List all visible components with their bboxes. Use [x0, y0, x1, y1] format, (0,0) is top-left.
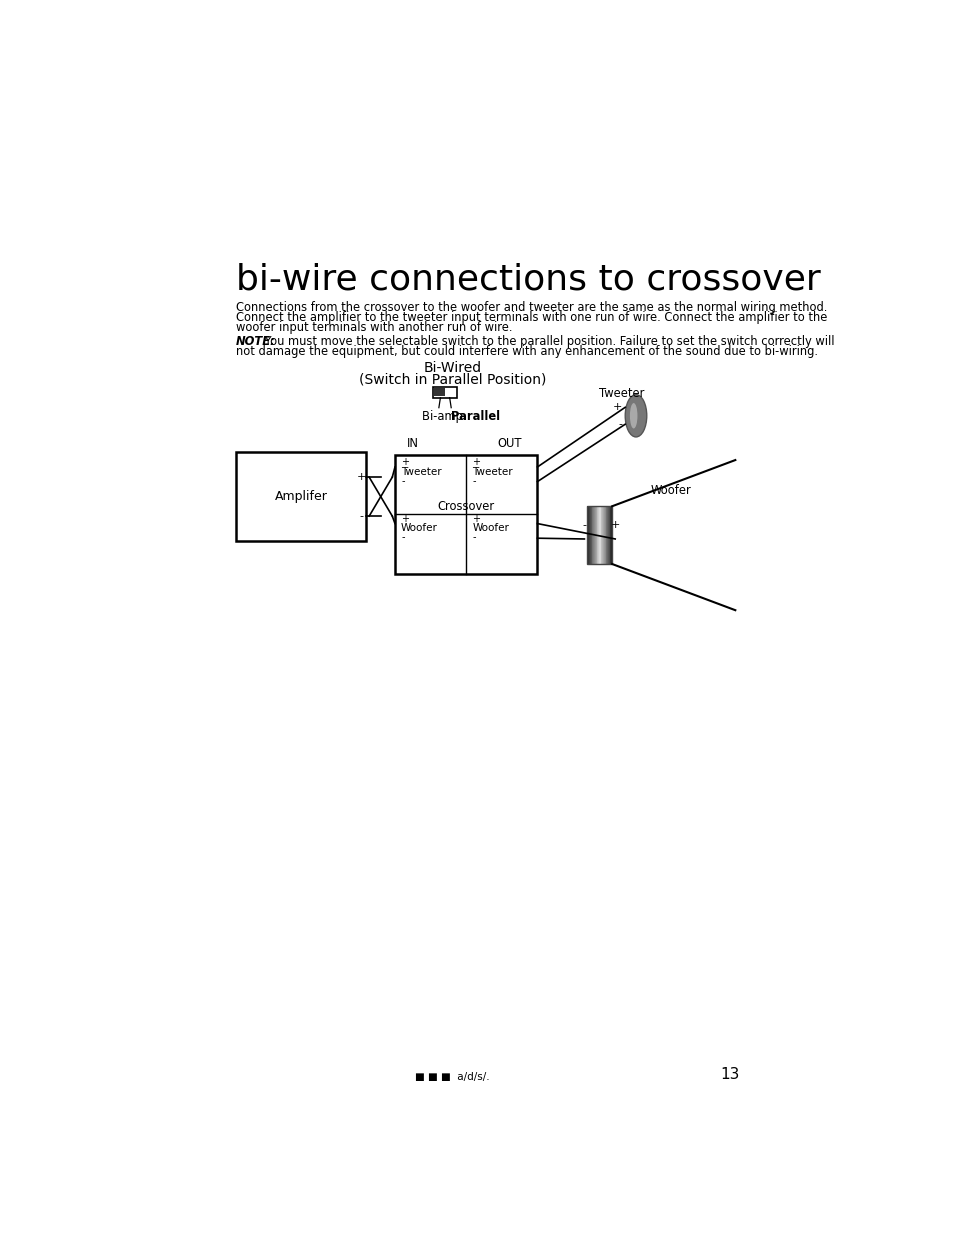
- Bar: [595, 506, 597, 564]
- Text: -: -: [359, 511, 363, 521]
- Bar: [595, 506, 596, 564]
- Text: +: +: [612, 403, 621, 412]
- Text: +: +: [400, 457, 409, 467]
- Bar: [602, 506, 603, 564]
- Text: Bi-amp: Bi-amp: [421, 410, 466, 424]
- Text: Bi-Wired: Bi-Wired: [423, 362, 481, 375]
- Bar: [610, 506, 611, 564]
- Bar: [592, 506, 593, 564]
- Text: NOTE:: NOTE:: [235, 335, 275, 347]
- Text: Connections from the crossover to the woofer and tweeter are the same as the nor: Connections from the crossover to the wo…: [235, 300, 826, 314]
- Bar: [588, 506, 589, 564]
- Text: IN: IN: [406, 437, 418, 450]
- Bar: [596, 506, 598, 564]
- Text: 13: 13: [720, 1067, 739, 1082]
- Bar: [608, 506, 609, 564]
- Bar: [600, 506, 602, 564]
- Bar: [604, 506, 605, 564]
- Bar: [590, 506, 592, 564]
- Text: -: -: [472, 475, 476, 485]
- Text: woofer input terminals with another run of wire.: woofer input terminals with another run …: [235, 321, 512, 333]
- Bar: [589, 506, 591, 564]
- Ellipse shape: [629, 403, 637, 429]
- Text: -: -: [472, 532, 476, 542]
- Bar: [235, 452, 366, 541]
- Text: ■ ■ ■  a/d/s/.: ■ ■ ■ a/d/s/.: [415, 1072, 490, 1082]
- Bar: [603, 506, 604, 564]
- Bar: [605, 506, 606, 564]
- Text: Parallel: Parallel: [451, 410, 499, 424]
- Text: Crossover: Crossover: [437, 500, 495, 513]
- Bar: [597, 506, 598, 564]
- Bar: [434, 389, 444, 396]
- Text: Woofer: Woofer: [650, 484, 691, 496]
- Bar: [594, 506, 595, 564]
- Bar: [433, 387, 456, 398]
- Bar: [607, 506, 609, 564]
- Bar: [599, 506, 600, 564]
- Text: OUT: OUT: [497, 437, 521, 450]
- Text: Amplifer: Amplifer: [274, 490, 327, 503]
- Text: +: +: [472, 514, 480, 524]
- Ellipse shape: [624, 395, 646, 437]
- Bar: [609, 506, 610, 564]
- Bar: [606, 506, 607, 564]
- Text: +: +: [610, 520, 619, 530]
- Text: not damage the equipment, but could interfere with any enhancement of the sound : not damage the equipment, but could inte…: [235, 345, 817, 358]
- Bar: [395, 454, 537, 574]
- Text: Tweeter: Tweeter: [472, 467, 513, 477]
- Text: +: +: [356, 472, 366, 482]
- Bar: [587, 506, 588, 564]
- Text: You must move the selectable switch to the parallel position. Failure to set the: You must move the selectable switch to t…: [261, 335, 834, 347]
- Bar: [598, 506, 599, 564]
- Bar: [589, 506, 590, 564]
- Text: -: -: [618, 419, 621, 430]
- Text: Tweeter: Tweeter: [598, 387, 643, 400]
- Text: (Switch in Parallel Position): (Switch in Parallel Position): [358, 372, 546, 387]
- Bar: [601, 506, 603, 564]
- Text: Woofer: Woofer: [472, 524, 509, 534]
- Text: -: -: [400, 475, 404, 485]
- Bar: [587, 506, 612, 564]
- Text: Woofer: Woofer: [400, 524, 437, 534]
- Text: +: +: [472, 457, 480, 467]
- Text: -: -: [581, 520, 586, 530]
- Bar: [606, 506, 608, 564]
- Bar: [445, 389, 455, 396]
- Bar: [611, 506, 612, 564]
- Bar: [591, 506, 592, 564]
- Text: +: +: [400, 514, 409, 524]
- Bar: [600, 506, 601, 564]
- Text: bi-wire connections to crossover: bi-wire connections to crossover: [235, 262, 820, 296]
- Text: Tweeter: Tweeter: [400, 467, 441, 477]
- Text: -: -: [400, 532, 404, 542]
- Bar: [593, 506, 594, 564]
- Text: Connect the amplifier to the tweeter input terminals with one run of wire. Conne: Connect the amplifier to the tweeter inp…: [235, 311, 826, 324]
